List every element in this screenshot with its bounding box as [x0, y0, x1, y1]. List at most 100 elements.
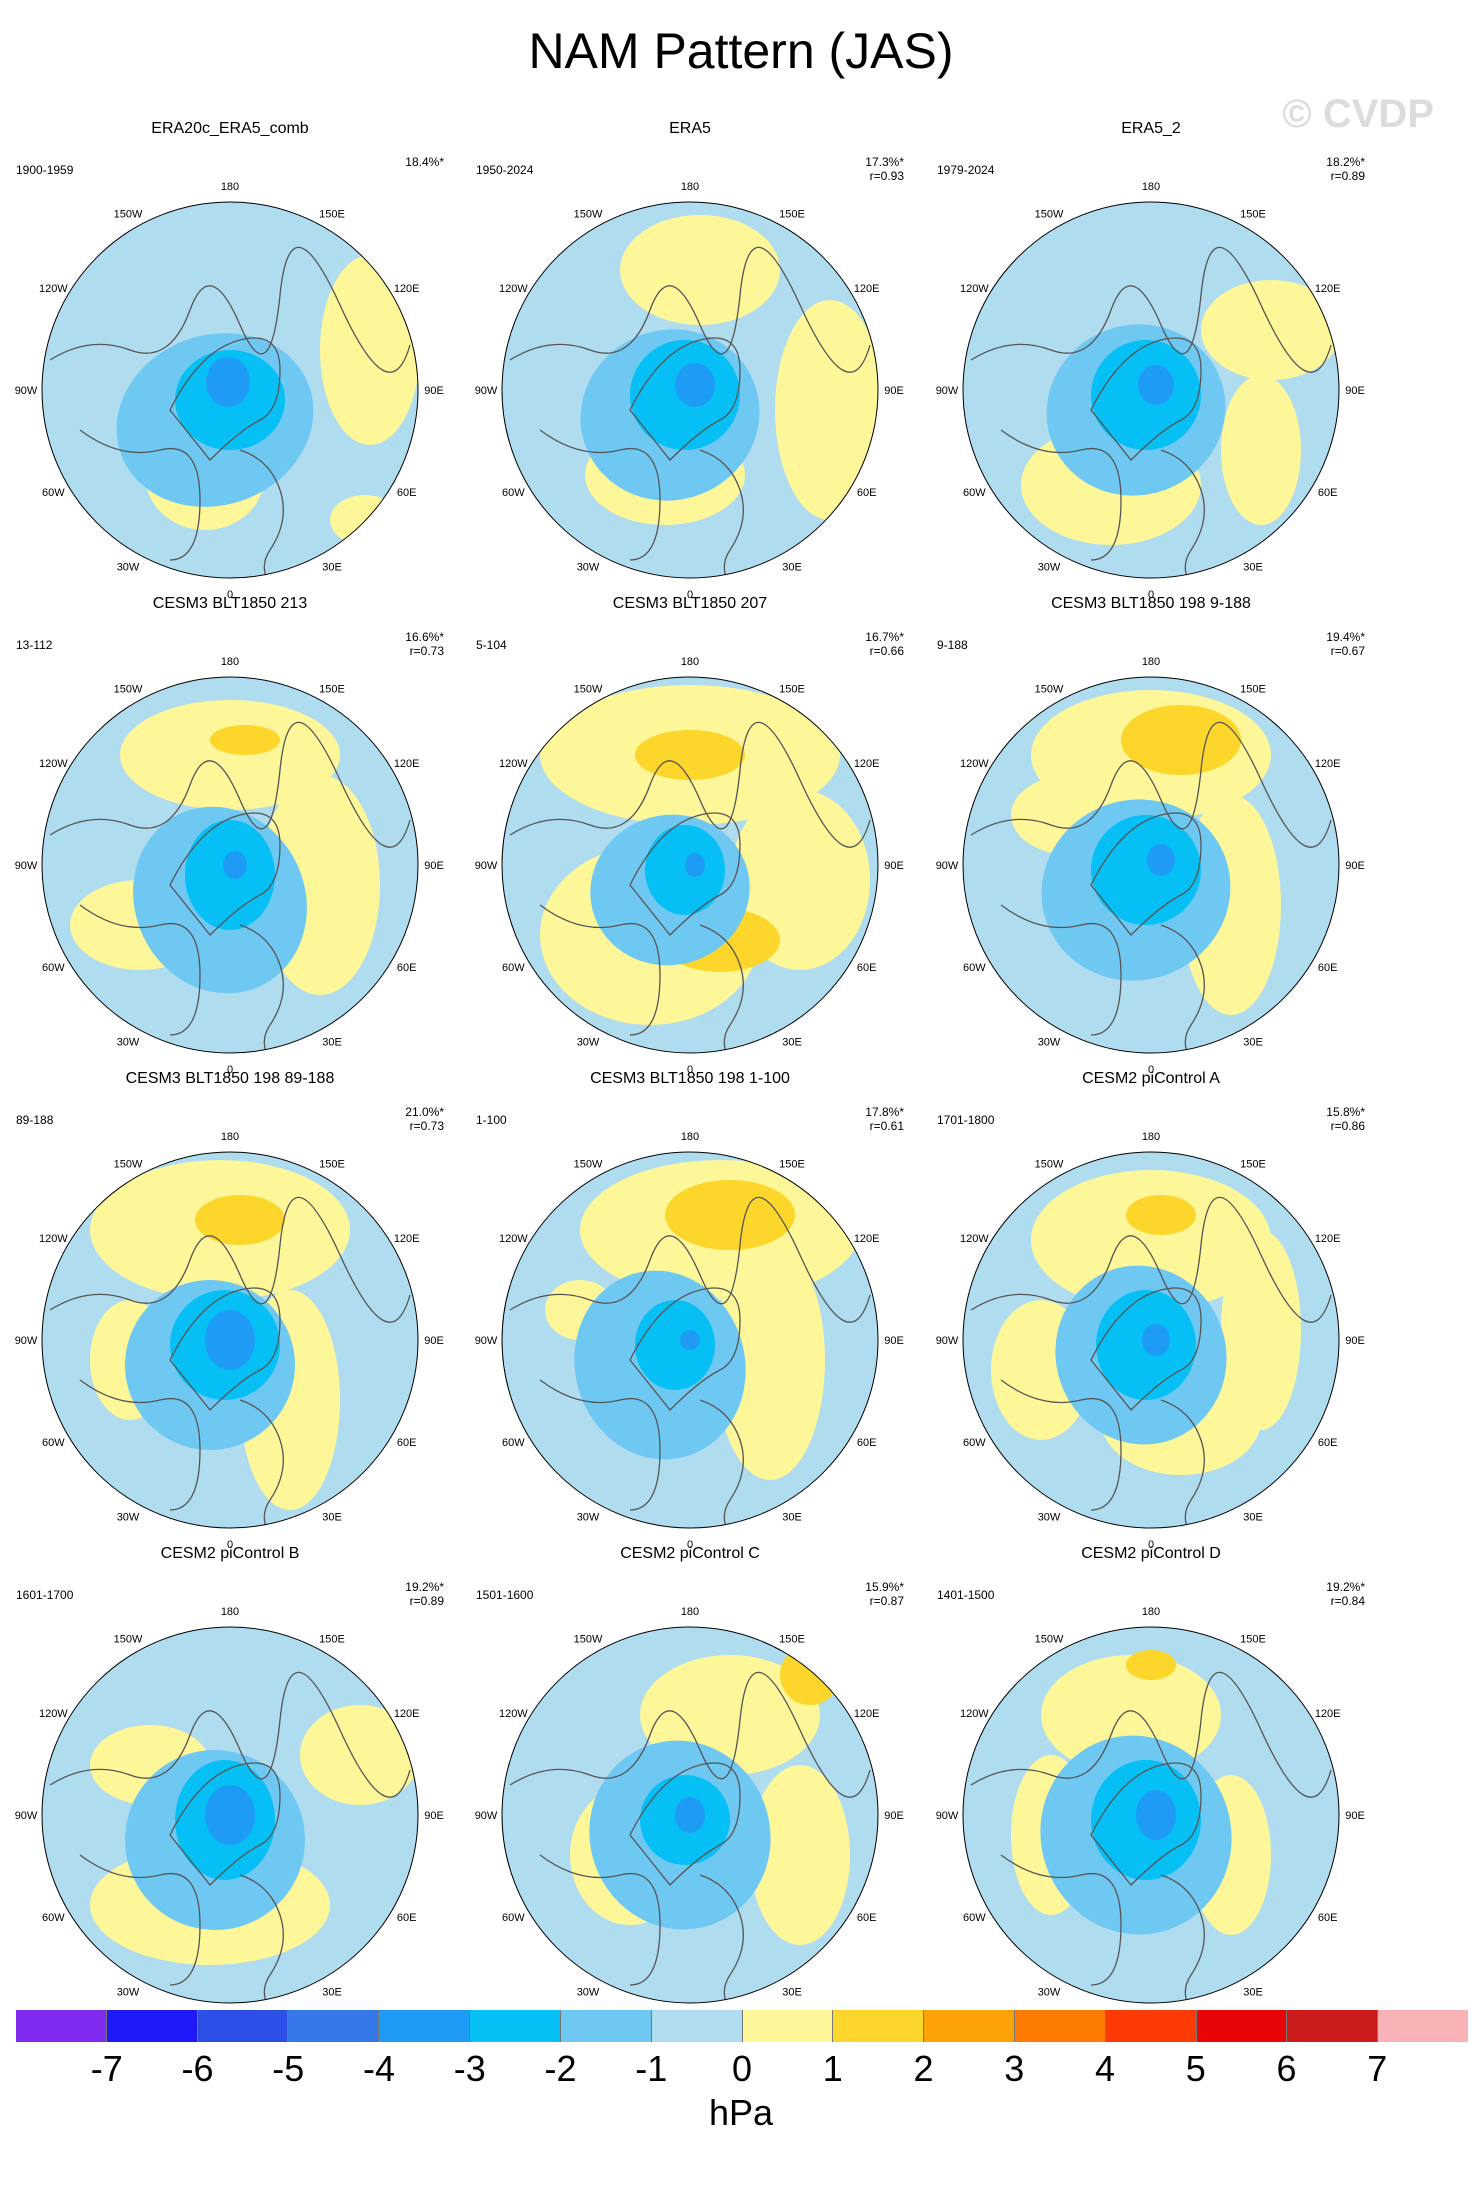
longitude-label: 90W	[15, 1335, 38, 1347]
longitude-label: 90E	[884, 860, 904, 872]
colorbar-swatch	[833, 2010, 925, 2042]
longitude-label: 30W	[117, 1512, 140, 1524]
polar-map: 180 150E 120E 90E 60E 30E 0 30W 60W 90W 120W 150W	[936, 181, 1365, 601]
longitude-label: 60E	[1318, 487, 1338, 499]
longitude-label: 90W	[936, 385, 959, 397]
panel-r: r=0.84	[1330, 1594, 1365, 1608]
map-panel: 180 150E 120E 90E 60E 30E 0 30W 60W 90W 120W 150W E…	[0, 120, 460, 601]
colorbar-tick-label: -6	[181, 2048, 214, 2089]
longitude-label: 30E	[782, 1037, 802, 1049]
longitude-label: 180	[1142, 656, 1160, 668]
longitude-label: 30W	[117, 562, 140, 574]
coastline	[509, 1671, 871, 2003]
panel-pct: 19.2%*	[405, 1580, 444, 1594]
longitude-label: 90E	[424, 1810, 444, 1822]
panel-pct: 18.2%*	[1326, 155, 1365, 169]
coastline	[49, 721, 411, 1053]
longitude-label: 60W	[502, 962, 525, 974]
coastline	[509, 246, 871, 578]
longitude-label: 90E	[884, 385, 904, 397]
colorbar-swatch	[924, 2010, 1015, 2042]
colorbar-swatch	[1378, 2010, 1468, 2042]
longitude-label: 180	[681, 1606, 699, 1618]
longitude-label: 30W	[577, 1037, 600, 1049]
longitude-label: 60E	[857, 1912, 877, 1924]
longitude-label: 60W	[963, 962, 986, 974]
longitude-label: 120E	[394, 1708, 420, 1720]
longitude-label: 30E	[322, 1512, 342, 1524]
panel-stats: 17.3%* r=0.93	[865, 155, 904, 183]
colorbar-tick-label: 0	[731, 2048, 753, 2089]
longitude-label: 60E	[397, 1912, 417, 1924]
panel-title: ERA5	[669, 120, 711, 137]
coastline	[509, 721, 871, 1053]
polar-map: 180 150E 120E 90E 60E 30E 0 30W 60W 90W 120W 150W	[936, 656, 1365, 1076]
colorbar-swatch	[1287, 2010, 1379, 2042]
panel-title: CESM3 BLT1850 198 89-188	[125, 1070, 335, 1087]
panel-pct: 15.9%*	[865, 1580, 904, 1594]
colorbar-swatch	[1105, 2010, 1197, 2042]
colorbar-tick-label: -1	[635, 2048, 668, 2089]
longitude-label: 150E	[779, 208, 805, 220]
colorbar-tick-label: -4	[362, 2048, 396, 2089]
map-boundary	[962, 1626, 1340, 2004]
coastline	[970, 721, 1332, 1053]
longitude-label: 120W	[39, 758, 68, 770]
map-boundary	[962, 1151, 1340, 1529]
longitude-label: 150E	[1240, 683, 1266, 695]
longitude-label: 60E	[857, 487, 877, 499]
longitude-label: 90E	[424, 1335, 444, 1347]
polar-map: 180 150E 120E 90E 60E 30E 0 30W 60W 90W 120W 150W	[475, 656, 904, 1076]
panel-title: CESM2 piControl D	[1081, 1545, 1221, 1562]
longitude-label: 60W	[963, 1437, 986, 1449]
longitude-label: 150E	[779, 1158, 805, 1170]
map-boundary	[501, 1151, 879, 1529]
longitude-label: 30E	[1243, 1512, 1263, 1524]
panel-r: r=0.67	[1330, 644, 1365, 658]
panel-pct: 19.4%*	[1326, 630, 1365, 644]
panel-r: r=0.89	[409, 1594, 444, 1608]
panel-r: r=0.86	[1330, 1119, 1365, 1133]
longitude-label: 0	[227, 1539, 233, 1551]
longitude-label: 90W	[475, 1335, 498, 1347]
longitude-label: 30W	[117, 1987, 140, 1999]
longitude-label: 120E	[854, 758, 880, 770]
longitude-label: 150W	[114, 1158, 143, 1170]
colorbar-swatch	[651, 2010, 743, 2042]
colorbar-tick-label: -2	[544, 2048, 577, 2089]
panel-period: 1900-1959	[16, 163, 74, 177]
longitude-label: 120W	[39, 283, 68, 295]
figure-title: NAM Pattern (JAS)	[528, 23, 954, 79]
longitude-label: 60W	[963, 487, 986, 499]
longitude-label: 90E	[424, 860, 444, 872]
colorbar-tick-label: 2	[913, 2048, 934, 2089]
panel-period: 1601-1700	[16, 1588, 74, 1602]
panel-stats: 21.0%* r=0.73	[405, 1105, 444, 1133]
coastline	[49, 1671, 411, 2003]
longitude-label: 180	[1142, 1131, 1160, 1143]
panel-stats: 16.6%* r=0.73	[405, 630, 444, 658]
longitude-label: 90W	[936, 1335, 959, 1347]
longitude-label: 150E	[779, 683, 805, 695]
longitude-label: 120E	[1315, 1233, 1341, 1245]
colorbar-swatch	[197, 2010, 289, 2042]
longitude-label: 90W	[15, 385, 38, 397]
map-boundary	[41, 201, 419, 579]
colorbar-tick-label: 5	[1185, 2048, 1206, 2089]
longitude-label: 60W	[42, 1437, 65, 1449]
longitude-label: 120E	[394, 1233, 420, 1245]
map-boundary	[501, 1626, 879, 2004]
longitude-label: 90E	[1345, 1810, 1365, 1822]
longitude-label: 120W	[499, 283, 528, 295]
longitude-label: 180	[221, 181, 239, 193]
longitude-label: 180	[221, 1131, 239, 1143]
panel-pct: 16.6%*	[405, 630, 444, 644]
map-panel: 180 150E 120E 90E 60E 30E 0 30W 60W 90W 120W 150W E…	[921, 120, 1381, 601]
polar-map: 180 150E 120E 90E 60E 30E 0 30W 60W 90W 120W 150W	[15, 656, 444, 1076]
longitude-label: 0	[1148, 589, 1154, 601]
longitude-label: 150W	[574, 1158, 603, 1170]
colorbar-swatch	[106, 2010, 198, 2042]
longitude-label: 30E	[782, 1512, 802, 1524]
